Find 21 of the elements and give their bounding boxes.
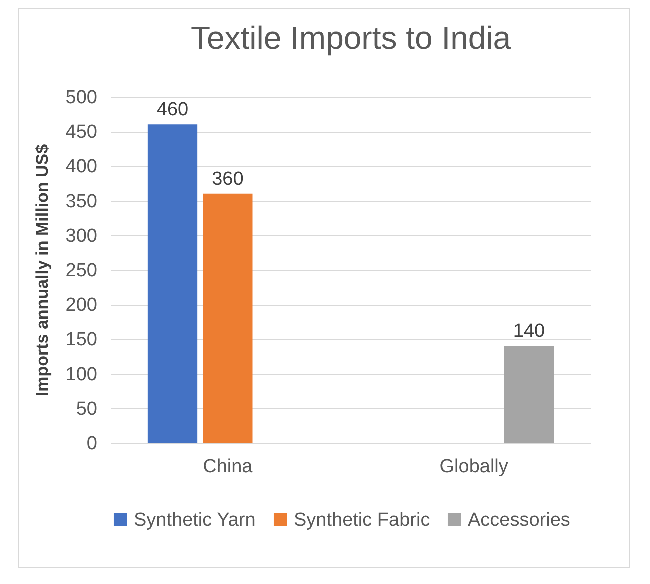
legend-label: Synthetic Yarn: [134, 510, 256, 531]
x-tick-label: China: [203, 456, 254, 478]
y-tick-label: 200: [66, 295, 98, 316]
y-tick-label: 250: [66, 260, 98, 282]
chart-title: Textile Imports to India: [190, 20, 512, 56]
y-tick-label: 400: [66, 156, 98, 178]
data-label: 140: [513, 321, 546, 342]
y-tick-label: 150: [66, 330, 98, 351]
y-tick-label: 0: [86, 434, 98, 454]
y-tick-label: 50: [76, 398, 98, 420]
y-axis-title: Imports annually in Million US$: [32, 144, 52, 397]
y-tick-label: 350: [66, 191, 98, 212]
data-label: 460: [156, 100, 189, 121]
data-label: 360: [212, 168, 244, 190]
y-tick-label: 300: [66, 226, 98, 247]
legend-label: Accessories: [468, 510, 570, 531]
legend-label: Synthetic Fabric: [294, 510, 430, 531]
y-tick-label: 100: [66, 364, 98, 386]
y-tick-label: 450: [66, 122, 98, 144]
y-tick-label: 500: [66, 88, 98, 108]
x-tick-label: Globally: [440, 456, 509, 478]
